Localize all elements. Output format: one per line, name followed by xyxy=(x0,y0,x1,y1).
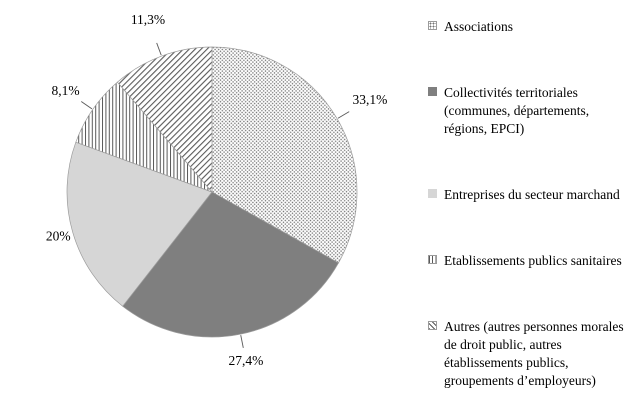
light-solid-swatch-icon xyxy=(428,189,437,199)
pie-slice-2 xyxy=(66,141,213,307)
pie-percentage-label: 8,1% xyxy=(52,83,80,98)
legend-label: Etablissements publics sanitaires xyxy=(444,253,622,269)
legend: Associations Collectivités territoriales… xyxy=(428,0,632,402)
legend-item-entreprises: Entreprises du secteur marchand xyxy=(428,186,626,204)
legend-item-autres: Autres (autres personnes morales de droi… xyxy=(428,318,626,390)
legend-label: Associations xyxy=(444,19,513,34)
pie-slice-4 xyxy=(116,46,213,193)
pie-chart: 33,1% 27,4% 20% 8,1% 11,3% xyxy=(46,12,388,368)
label-leader-line xyxy=(80,101,93,110)
legend-item-collectivites: Collectivités territoriales (communes, d… xyxy=(428,84,626,138)
legend-item-etablissements: Etablissements publics sanitaires xyxy=(428,252,626,270)
label-leader-line xyxy=(337,111,350,119)
label-leader-line xyxy=(156,42,162,56)
dots-pattern-swatch-icon xyxy=(428,21,437,30)
legend-label: Autres (autres personnes morales de droi… xyxy=(444,319,624,389)
diagonal-lines-swatch-icon xyxy=(428,321,437,331)
pie-percentage-label: 27,4% xyxy=(228,353,263,368)
legend-label: Collectivités territoriales (communes, d… xyxy=(444,85,590,136)
legend-item-associations: Associations xyxy=(428,18,626,36)
label-leader-line xyxy=(240,335,244,348)
pie-chart-svg: 33,1% 27,4% 20% 8,1% 11,3% xyxy=(46,12,388,368)
legend-label: Entreprises du secteur marchand xyxy=(444,187,620,203)
pie-slice-0 xyxy=(211,46,358,264)
vertical-lines-swatch-icon xyxy=(428,255,437,265)
dark-solid-swatch-icon xyxy=(428,87,437,97)
pie-percentage-label: 33,1% xyxy=(352,92,387,107)
pie-percentage-label: 20% xyxy=(46,229,71,244)
pie-percentage-label: 11,3% xyxy=(131,12,165,27)
pie-slice-1 xyxy=(122,191,339,338)
